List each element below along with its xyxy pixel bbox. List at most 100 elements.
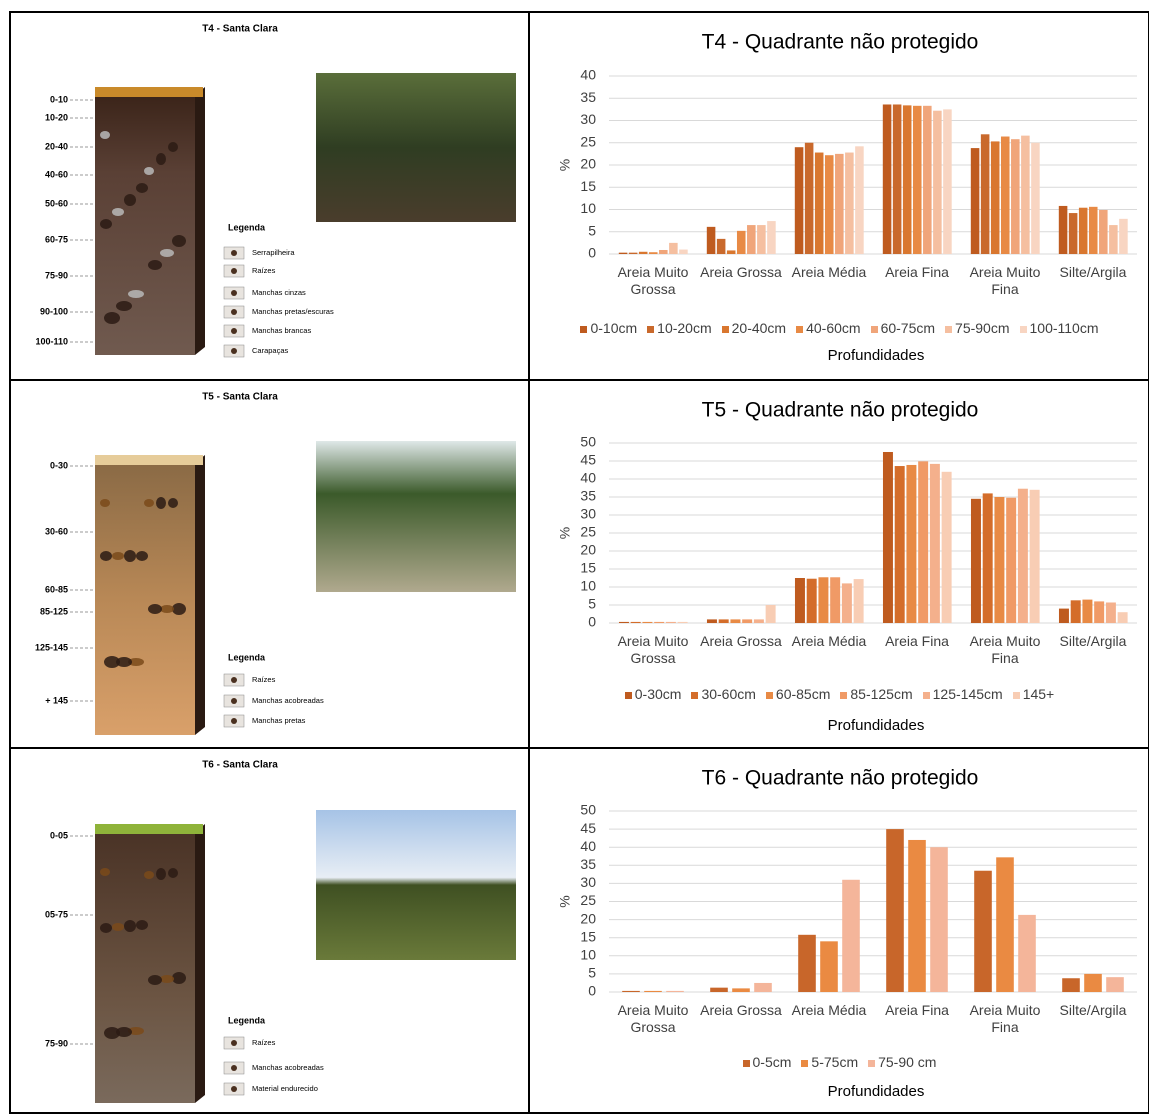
legend-entry: 60-75cm [871,320,935,336]
x-tick-label: Areia Muito Fina [959,1002,1051,1036]
soil-spot [116,301,132,311]
legend-item: Raízes [252,1038,276,1047]
legend-entry: 85-125cm [840,686,912,702]
legend-icon-spot [231,1040,237,1046]
y-tick-label: 0 [588,614,596,630]
x-tick-label: Areia Fina [871,264,963,281]
y-tick-label: 5 [588,965,596,981]
soil-spot [136,183,148,193]
y-tick-label: 30 [580,506,596,522]
y-tick-label: 20 [580,156,596,172]
soil-side [195,87,205,355]
legend-label: 0-30cm [635,686,682,702]
bar [893,104,902,254]
soil-spot [168,498,178,508]
bar [942,472,952,623]
soil-spot [172,972,186,984]
bar [798,935,816,992]
legend-swatch [691,692,698,699]
y-tick-label: 45 [580,452,596,468]
soil-spot [112,208,124,216]
soil-spot [144,499,154,507]
y-tick-label: 40 [580,470,596,486]
legend-title: Legenda [228,222,266,232]
chart-title: T4 - Quadrante não protegido [702,31,979,54]
bar [1018,915,1036,992]
soil-spot [148,260,162,270]
legend-entry: 100-110cm [1020,320,1099,336]
legend-label: 20-40cm [732,320,786,336]
bar [807,579,817,623]
x-tick-label: Areia Muito Fina [959,633,1051,667]
legend-title: Legenda [228,652,266,662]
y-tick-label: 40 [580,67,596,83]
soil-spot [104,656,120,668]
bar [994,497,1004,623]
chart-title: T5 - Quadrante não protegido [702,399,979,422]
legend-entry: 145+ [1013,686,1055,702]
legend-item: Manchas pretas [252,716,306,725]
x-axis-title: Profundidades [828,347,925,364]
bar [719,619,729,623]
depth-label: 20-40 [45,141,68,151]
x-tick-label: Areia Muito Fina [959,264,1051,298]
soil-spot [160,605,174,613]
x-tick-label: Areia Grossa [695,264,787,281]
legend-label: 5-75cm [811,1054,858,1070]
legend-item: Material endurecido [252,1084,318,1093]
y-tick-label: 35 [580,856,596,872]
legend-swatch [801,1060,808,1067]
bar [1031,143,1040,254]
legend-entry: 10-20cm [647,320,711,336]
soil-spot [156,868,166,880]
bar [805,143,814,254]
bar [1069,213,1078,254]
soil-spot [100,923,112,933]
legend-icon-spot [231,677,237,683]
y-tick-label: 20 [580,542,596,558]
legend-icon-spot [231,250,237,256]
soil-spot [156,153,166,165]
legend-swatch [722,326,729,333]
bar [1106,602,1116,623]
soil-side [195,824,205,1103]
bar [1094,601,1104,623]
legend-icon-spot [231,309,237,315]
bar [1001,137,1010,254]
depth-label: 75-90 [45,270,68,280]
bar [649,252,658,254]
bar [1030,490,1040,623]
bar [918,461,928,623]
legend-swatch [647,326,654,333]
bar [1059,609,1069,623]
bar [991,141,1000,254]
bar [717,239,726,254]
y-tick-label: 0 [588,983,596,999]
x-tick-label: Areia Fina [871,1002,963,1019]
profile-title: T6 - Santa Clara [202,760,278,771]
soil-spot [136,551,148,561]
bar [971,499,981,623]
bar [622,991,640,992]
soil-spot [100,219,112,229]
legend-item: Serrapilheira [252,248,295,257]
bar [754,983,772,992]
legend-entry: 75-90 cm [868,1054,936,1070]
bar [1006,498,1016,623]
bar [943,109,952,254]
x-tick-label: Areia Muito Grossa [607,1002,699,1036]
y-axis-title: % [557,527,573,539]
bar [747,225,756,254]
y-tick-label: 10 [580,578,596,594]
chart-title: T6 - Quadrante não protegido [702,767,979,790]
soil-spot [104,1027,120,1039]
bar [710,988,728,992]
y-tick-label: 10 [580,200,596,216]
x-axis-title: Profundidades [828,717,925,734]
bar [1082,600,1092,623]
profile-title: T4 - Santa Clara [202,24,278,35]
soil-spot [128,290,144,298]
legend-label: 40-60cm [806,320,860,336]
